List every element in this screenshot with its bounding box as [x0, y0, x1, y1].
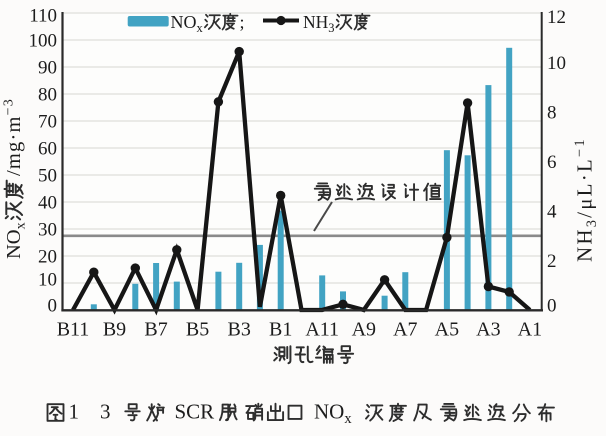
svg-text:B1: B1 [269, 319, 292, 341]
svg-text:60: 60 [38, 139, 57, 160]
svg-text:B9: B9 [103, 319, 126, 341]
svg-text:;: ; [240, 12, 245, 32]
svg-text:A9: A9 [352, 319, 376, 341]
svg-text:10: 10 [547, 53, 566, 74]
svg-text:/mg·m−3: /mg·m−3 [2, 98, 26, 176]
svg-text:0: 0 [48, 296, 58, 317]
svg-text:100: 100 [29, 31, 58, 52]
svg-text:NOx: NOx [171, 12, 204, 35]
svg-text:70: 70 [38, 112, 57, 133]
svg-text:A11: A11 [305, 319, 339, 341]
svg-text:20: 20 [38, 247, 57, 268]
svg-text:NH3/μL·L−1: NH3/μL·L−1 [572, 137, 600, 262]
svg-text:8: 8 [547, 103, 557, 124]
svg-text:110: 110 [29, 6, 57, 27]
svg-text:10: 10 [38, 270, 57, 291]
svg-text:SCR: SCR [175, 399, 215, 423]
svg-text:A1: A1 [518, 319, 542, 341]
svg-text:3: 3 [100, 399, 111, 423]
svg-text:30: 30 [38, 220, 57, 241]
svg-text:12: 12 [547, 7, 566, 28]
svg-text:B7: B7 [144, 319, 167, 341]
svg-text:90: 90 [38, 58, 57, 79]
svg-text:4: 4 [547, 202, 557, 223]
svg-text:6: 6 [547, 152, 557, 173]
svg-text:A3: A3 [476, 319, 500, 341]
svg-text:80: 80 [38, 85, 57, 106]
svg-text:A7: A7 [393, 319, 417, 341]
svg-text:B3: B3 [228, 319, 251, 341]
svg-text:0: 0 [547, 296, 557, 317]
svg-text:B5: B5 [186, 319, 209, 341]
svg-text:2: 2 [547, 251, 557, 272]
svg-text:NH3: NH3 [303, 12, 335, 35]
svg-text:1: 1 [69, 399, 80, 423]
svg-text:A5: A5 [435, 319, 459, 341]
svg-text:B11: B11 [57, 319, 90, 341]
svg-text:50: 50 [38, 166, 57, 187]
svg-text:40: 40 [38, 193, 57, 214]
